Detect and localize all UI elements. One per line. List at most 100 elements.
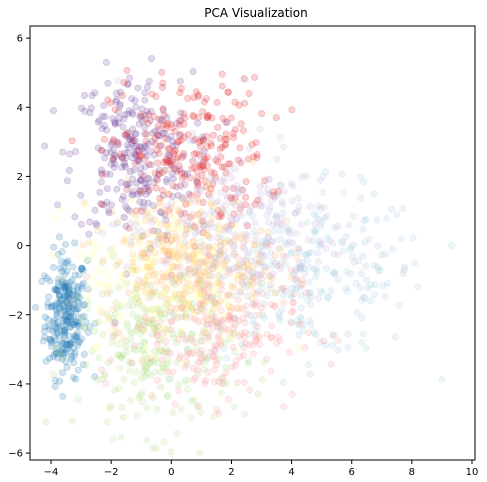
scatter-point: [362, 276, 371, 284]
scatter-point: [316, 222, 324, 230]
scatter-point: [265, 272, 274, 280]
scatter-point: [362, 215, 370, 223]
scatter-point: [197, 243, 205, 251]
scatter-point: [186, 303, 194, 311]
scatter-point: [146, 244, 155, 253]
scatter-point: [196, 449, 204, 457]
scatter-point: [41, 333, 49, 341]
scatter-point: [206, 348, 215, 356]
scatter-point: [307, 293, 315, 301]
scatter-point: [227, 114, 235, 122]
scatter-point: [319, 172, 327, 180]
scatter-point: [245, 341, 253, 349]
scatter-point: [146, 360, 154, 368]
scatter-point: [141, 372, 149, 381]
scatter-point: [283, 240, 291, 248]
scatter-point: [268, 284, 277, 292]
scatter-point: [221, 141, 229, 149]
scatter-point: [329, 239, 337, 247]
scatter-point: [79, 266, 87, 274]
scatter-point: [166, 273, 174, 282]
scatter-point: [61, 284, 70, 292]
scatter-point: [373, 263, 381, 271]
scatter-point: [340, 188, 348, 196]
scatter-point: [267, 334, 276, 342]
scatter-point: [166, 156, 174, 164]
scatter-point: [190, 269, 199, 277]
scatter-point: [348, 253, 357, 261]
scatter-point: [349, 212, 357, 220]
scatter-point: [202, 221, 210, 229]
scatter-point: [100, 122, 108, 130]
scatter-point: [343, 267, 351, 276]
scatter-point: [133, 181, 141, 189]
scatter-point: [261, 238, 269, 246]
scatter-point: [218, 70, 226, 78]
scatter-point: [83, 324, 91, 332]
scatter-point: [324, 294, 332, 302]
scatter-point: [117, 88, 125, 96]
scatter-point: [111, 322, 119, 330]
scatter-point: [94, 118, 102, 126]
scatter-point: [196, 304, 205, 312]
scatter-point: [197, 219, 205, 227]
scatter-point: [190, 338, 198, 346]
scatter-point: [302, 289, 310, 297]
scatter-point: [135, 276, 143, 284]
scatter-point: [310, 265, 318, 273]
scatter-point: [192, 343, 200, 351]
scatter-point: [295, 202, 303, 210]
scatter-point: [137, 176, 145, 184]
scatter-point: [103, 126, 111, 134]
scatter-point: [112, 89, 121, 98]
scatter-point: [128, 359, 136, 367]
scatter-point: [171, 280, 179, 289]
scatter-point: [116, 364, 124, 372]
scatter-point: [181, 238, 189, 246]
scatter-point: [212, 199, 220, 207]
scatter-point: [150, 394, 158, 402]
scatter-point: [121, 111, 129, 119]
scatter-point: [229, 129, 237, 137]
scatter-point: [64, 304, 72, 313]
scatter-point: [145, 160, 153, 168]
scatter-point: [66, 295, 74, 303]
scatter-point: [84, 304, 92, 312]
scatter-point: [63, 291, 72, 299]
scatter-point: [322, 341, 330, 349]
scatter-point: [128, 108, 136, 117]
scatter-point: [151, 140, 160, 148]
scatter-point: [205, 190, 213, 198]
scatter-point: [63, 316, 71, 325]
scatter-point: [70, 296, 78, 304]
scatter-point: [212, 317, 220, 326]
scatter-point: [134, 265, 142, 273]
scatter-point: [211, 173, 220, 181]
scatter-point: [307, 249, 315, 257]
scatter-point: [182, 200, 190, 208]
scatter-point: [179, 152, 188, 160]
scatter-point: [269, 191, 277, 199]
scatter-point: [231, 98, 239, 106]
scatter-point: [172, 199, 180, 207]
scatter-point: [163, 359, 171, 368]
scatter-point: [49, 263, 58, 272]
scatter-point: [144, 257, 153, 265]
scatter-point: [356, 173, 365, 181]
scatter-point: [241, 99, 249, 107]
scatter-point: [51, 286, 59, 294]
scatter-point: [142, 115, 150, 123]
scatter-point: [155, 305, 163, 313]
scatter-point: [201, 155, 209, 163]
scatter-point: [201, 177, 209, 185]
scatter-point: [149, 315, 157, 324]
scatter-point: [202, 248, 210, 257]
scatter-point: [61, 312, 69, 321]
scatter-point: [209, 180, 217, 188]
scatter-point: [328, 331, 337, 339]
scatter-point: [188, 396, 196, 405]
scatter-point: [138, 389, 146, 397]
scatter-point: [345, 221, 353, 229]
scatter-point: [204, 279, 212, 287]
scatter-point: [244, 359, 252, 367]
